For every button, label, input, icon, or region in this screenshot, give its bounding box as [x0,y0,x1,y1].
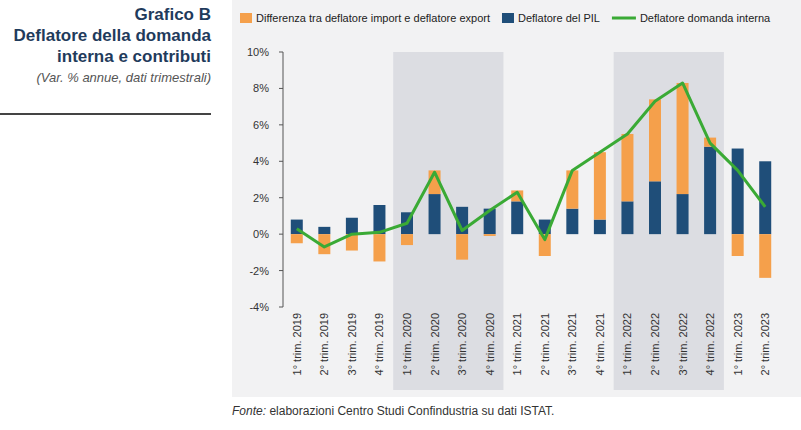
y-tick [279,270,283,271]
plot-data [291,83,771,278]
x-tick-label: 1° trim. 2021 [511,313,523,375]
y-tick-label: 2% [253,192,269,204]
legend-swatch [240,13,252,23]
chart-title: Deflatore della domanda interna e contri… [0,25,211,67]
source-prefix: Fonte: [232,404,266,418]
y-tick [279,234,283,235]
x-tick-label: 3° trim. 2019 [346,313,358,375]
bar [621,134,633,201]
y-tick-label: 8% [253,82,269,94]
x-tick-label: 2° trim. 2022 [649,313,661,375]
bar [401,234,413,245]
bar [484,234,496,236]
source: Fonte: elaborazioni Centro Studi Confind… [232,404,554,418]
y-axis [283,52,284,307]
source-text: elaborazioni Centro Studi Confindustria … [269,404,554,418]
bar [649,181,661,234]
chart-background [232,0,801,397]
x-tick-label: 2° trim. 2023 [759,313,771,375]
y-tick [279,88,283,89]
bar [677,194,689,234]
bar [511,201,523,234]
y-tick-label: 6% [253,119,269,131]
x-tick-label: 3° trim. 2020 [456,313,468,375]
y-tick [279,52,283,53]
bar [621,201,633,234]
y-tick [279,161,283,162]
x-tick-label: 1° trim. 2020 [401,313,413,375]
x-tick-label: 2° trim. 2021 [539,313,551,375]
y-tick-label: 10% [247,46,269,58]
y-tick-label: -2% [249,265,269,277]
legend-swatch [612,17,636,20]
bar [429,194,441,234]
bar [566,170,578,208]
y-tick [279,307,283,308]
bar [649,99,661,181]
x-tick-label: 3° trim. 2021 [566,313,578,375]
legend-swatch [502,13,514,23]
y-tick [279,124,283,125]
y-tick-label: -4% [249,301,269,313]
legend-label: Deflatore del PIL [518,12,600,24]
bar [318,227,330,234]
title-rule [0,113,211,115]
bar [594,152,606,219]
bar [759,161,771,234]
bar [566,209,578,235]
bar [373,234,385,261]
x-tick-label: 4° trim. 2020 [484,313,496,375]
bar [677,83,689,194]
bar [594,220,606,235]
y-tick-label: 0% [253,228,269,240]
bar [732,149,744,235]
chart-label: Grafico B [0,4,211,25]
year-band [614,52,724,390]
x-tick-label: 4° trim. 2019 [373,313,385,375]
x-tick-label: 1° trim. 2023 [732,313,744,375]
bar [732,234,744,256]
chart: -4% -2% 0% 2% 4% 6% 8% 10% 1° trim. 2019 2° trim.… [0,0,801,400]
x-tick-label: 1° trim. 2019 [291,313,303,375]
legend-label: Differenza tra deflatore import e deflat… [256,12,490,24]
legend-label: Deflatore domanda interna [640,12,771,24]
x-tick-label: 2° trim. 2019 [318,313,330,375]
bar [759,234,771,278]
bar [456,234,468,260]
x-tick-label: 4° trim. 2022 [704,313,716,375]
y-tick-label: 4% [253,155,269,167]
bar [291,234,303,243]
line [297,83,765,247]
bar [704,147,716,234]
x-tick-label: 1° trim. 2022 [621,313,633,375]
x-tick-label: 2° trim. 2020 [429,313,441,375]
x-tick-label: 4° trim. 2021 [594,313,606,375]
x-tick-label: 3° trim. 2022 [677,313,689,375]
chart-subtitle: (Var. % annue, dati trimestrali) [0,70,211,85]
bar [346,218,358,234]
title-panel: Grafico B Deflatore della domanda intern… [0,0,211,85]
y-tick [279,197,283,198]
